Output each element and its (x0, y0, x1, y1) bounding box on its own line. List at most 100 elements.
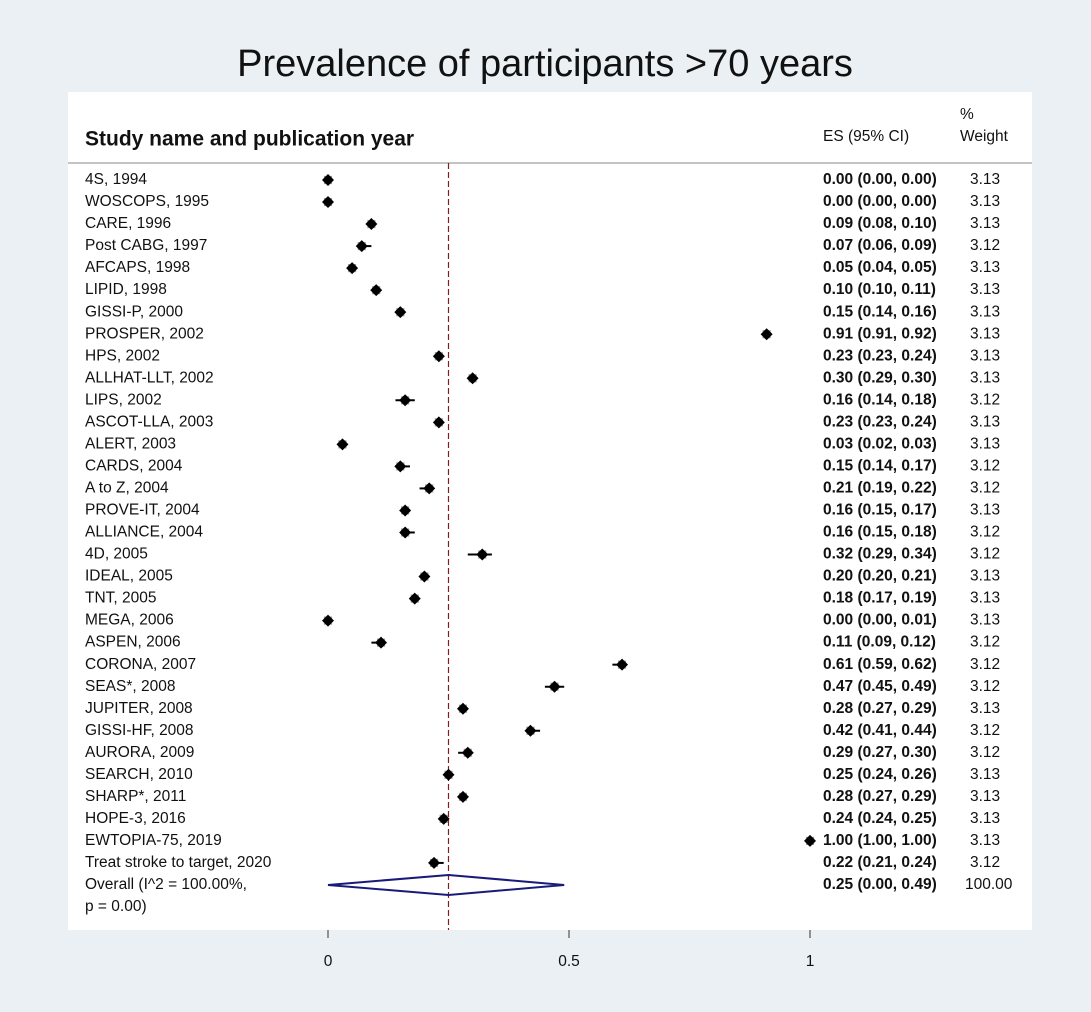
weight-label: 3.12 (970, 634, 1000, 651)
study-label: JUPITER, 2008 (85, 700, 193, 717)
weight-label: 3.13 (970, 435, 1000, 452)
estimate-marker (432, 416, 445, 429)
es-label: 0.21 (0.19, 0.22) (823, 480, 937, 497)
study-label: ASCOT-LLA, 2003 (85, 413, 213, 430)
study-label: ALLIANCE, 2004 (85, 524, 203, 541)
study-label: Treat stroke to target, 2020 (85, 854, 272, 871)
es-label: 0.28 (0.27, 0.29) (823, 700, 937, 717)
es-label: 0.16 (0.14, 0.18) (823, 391, 937, 408)
study-label: 4S, 1994 (85, 171, 147, 188)
es-label: 0.91 (0.91, 0.92) (823, 325, 937, 342)
weight-label: 3.12 (970, 678, 1000, 695)
study-label: PROSPER, 2002 (85, 325, 204, 342)
study-label: 4D, 2005 (85, 546, 148, 563)
estimate-marker (355, 240, 368, 253)
es-label: 0.23 (0.23, 0.24) (823, 347, 937, 364)
weight-label: 3.12 (970, 480, 1000, 497)
study-label: HOPE-3, 2016 (85, 810, 186, 827)
es-label: 0.32 (0.29, 0.34) (823, 546, 937, 563)
estimate-marker (456, 790, 469, 803)
estimate-marker (399, 394, 412, 407)
overall-diamond (327, 873, 565, 896)
es-label: 0.00 (0.00, 0.00) (823, 171, 937, 188)
overall-label: p = 0.00) (85, 898, 147, 915)
estimate-marker (432, 350, 445, 363)
weight-label: 3.13 (970, 259, 1000, 276)
estimate-marker (408, 592, 421, 605)
study-label: SEARCH, 2010 (85, 766, 193, 783)
es-label: 0.07 (0.06, 0.09) (823, 237, 937, 254)
plot-panel (68, 92, 1032, 930)
study-label: EWTOPIA-75, 2019 (85, 832, 222, 849)
weight-label: 3.12 (970, 722, 1000, 739)
es-label: 1.00 (1.00, 1.00) (823, 832, 937, 849)
weight-label: 3.13 (970, 502, 1000, 519)
es-label: 0.28 (0.27, 0.29) (823, 788, 937, 805)
study-label: ASPEN, 2006 (85, 634, 181, 651)
es-label: 0.00 (0.00, 0.00) (823, 193, 937, 210)
es-label: 0.05 (0.04, 0.05) (823, 259, 937, 276)
weight-label: 3.13 (970, 810, 1000, 827)
weight-label: 3.12 (970, 391, 1000, 408)
es-label: 0.20 (0.20, 0.21) (823, 568, 937, 585)
study-label: A to Z, 2004 (85, 480, 169, 497)
weight-label: 3.13 (970, 369, 1000, 386)
estimate-marker (365, 218, 378, 231)
study-label: AURORA, 2009 (85, 744, 194, 761)
estimate-marker (394, 460, 407, 473)
study-label: ALLHAT-LLT, 2002 (85, 369, 214, 386)
weight-label: 100.00 (965, 876, 1013, 893)
x-tick-label: 0.5 (558, 953, 580, 970)
weight-label: 3.13 (970, 788, 1000, 805)
weight-label: 3.13 (970, 612, 1000, 629)
es-label: 0.61 (0.59, 0.62) (823, 656, 937, 673)
estimate-marker (322, 174, 334, 186)
weight-header: Weight (960, 128, 1009, 145)
estimate-marker (524, 724, 537, 737)
weight-label: 3.12 (970, 854, 1000, 871)
study-label: GISSI-HF, 2008 (85, 722, 194, 739)
weight-label: 3.13 (970, 568, 1000, 585)
es-label: 0.25 (0.24, 0.26) (823, 766, 937, 783)
estimate-marker (322, 196, 334, 209)
es-label: 0.00 (0.00, 0.01) (823, 612, 937, 629)
weight-label: 3.13 (970, 171, 1000, 188)
weight-label: 3.13 (970, 700, 1000, 717)
weight-label: 3.12 (970, 237, 1000, 254)
study-label: Post CABG, 1997 (85, 237, 207, 254)
weight-label: 3.13 (970, 832, 1000, 849)
weight-label: 3.13 (970, 281, 1000, 298)
weight-label: 3.13 (970, 766, 1000, 783)
es-label: 0.16 (0.15, 0.17) (823, 502, 937, 519)
estimate-marker (418, 570, 431, 583)
es-label: 0.15 (0.14, 0.17) (823, 457, 937, 474)
x-tick-label: 0 (324, 953, 333, 970)
estimate-marker (423, 482, 436, 495)
estimate-marker (370, 284, 383, 297)
weight-label: 3.13 (970, 413, 1000, 430)
estimate-marker (466, 372, 479, 385)
estimate-marker (428, 856, 441, 869)
overall-label: Overall (I^2 = 100.00%, (85, 876, 247, 893)
es-label: 0.11 (0.09, 0.12) (823, 634, 936, 651)
es-label: 0.47 (0.45, 0.49) (823, 678, 937, 695)
weight-label: 3.13 (970, 215, 1000, 232)
weight-label: 3.12 (970, 524, 1000, 541)
weight-label: 3.13 (970, 303, 1000, 320)
study-label: WOSCOPS, 1995 (85, 193, 209, 210)
es-label: 0.42 (0.41, 0.44) (823, 722, 937, 739)
es-label: 0.23 (0.23, 0.24) (823, 413, 937, 430)
study-label: AFCAPS, 1998 (85, 259, 190, 276)
weight-header: % (960, 106, 974, 123)
study-label: CARE, 1996 (85, 215, 171, 232)
estimate-marker (804, 834, 816, 847)
estimate-marker (456, 702, 469, 715)
study-label: HPS, 2002 (85, 347, 160, 364)
study-label: MEGA, 2006 (85, 612, 174, 629)
weight-label: 3.12 (970, 744, 1000, 761)
estimate-marker (346, 262, 359, 275)
es-label: 0.29 (0.27, 0.30) (823, 744, 937, 761)
study-label: SHARP*, 2011 (85, 788, 186, 805)
weight-label: 3.12 (970, 546, 1000, 563)
